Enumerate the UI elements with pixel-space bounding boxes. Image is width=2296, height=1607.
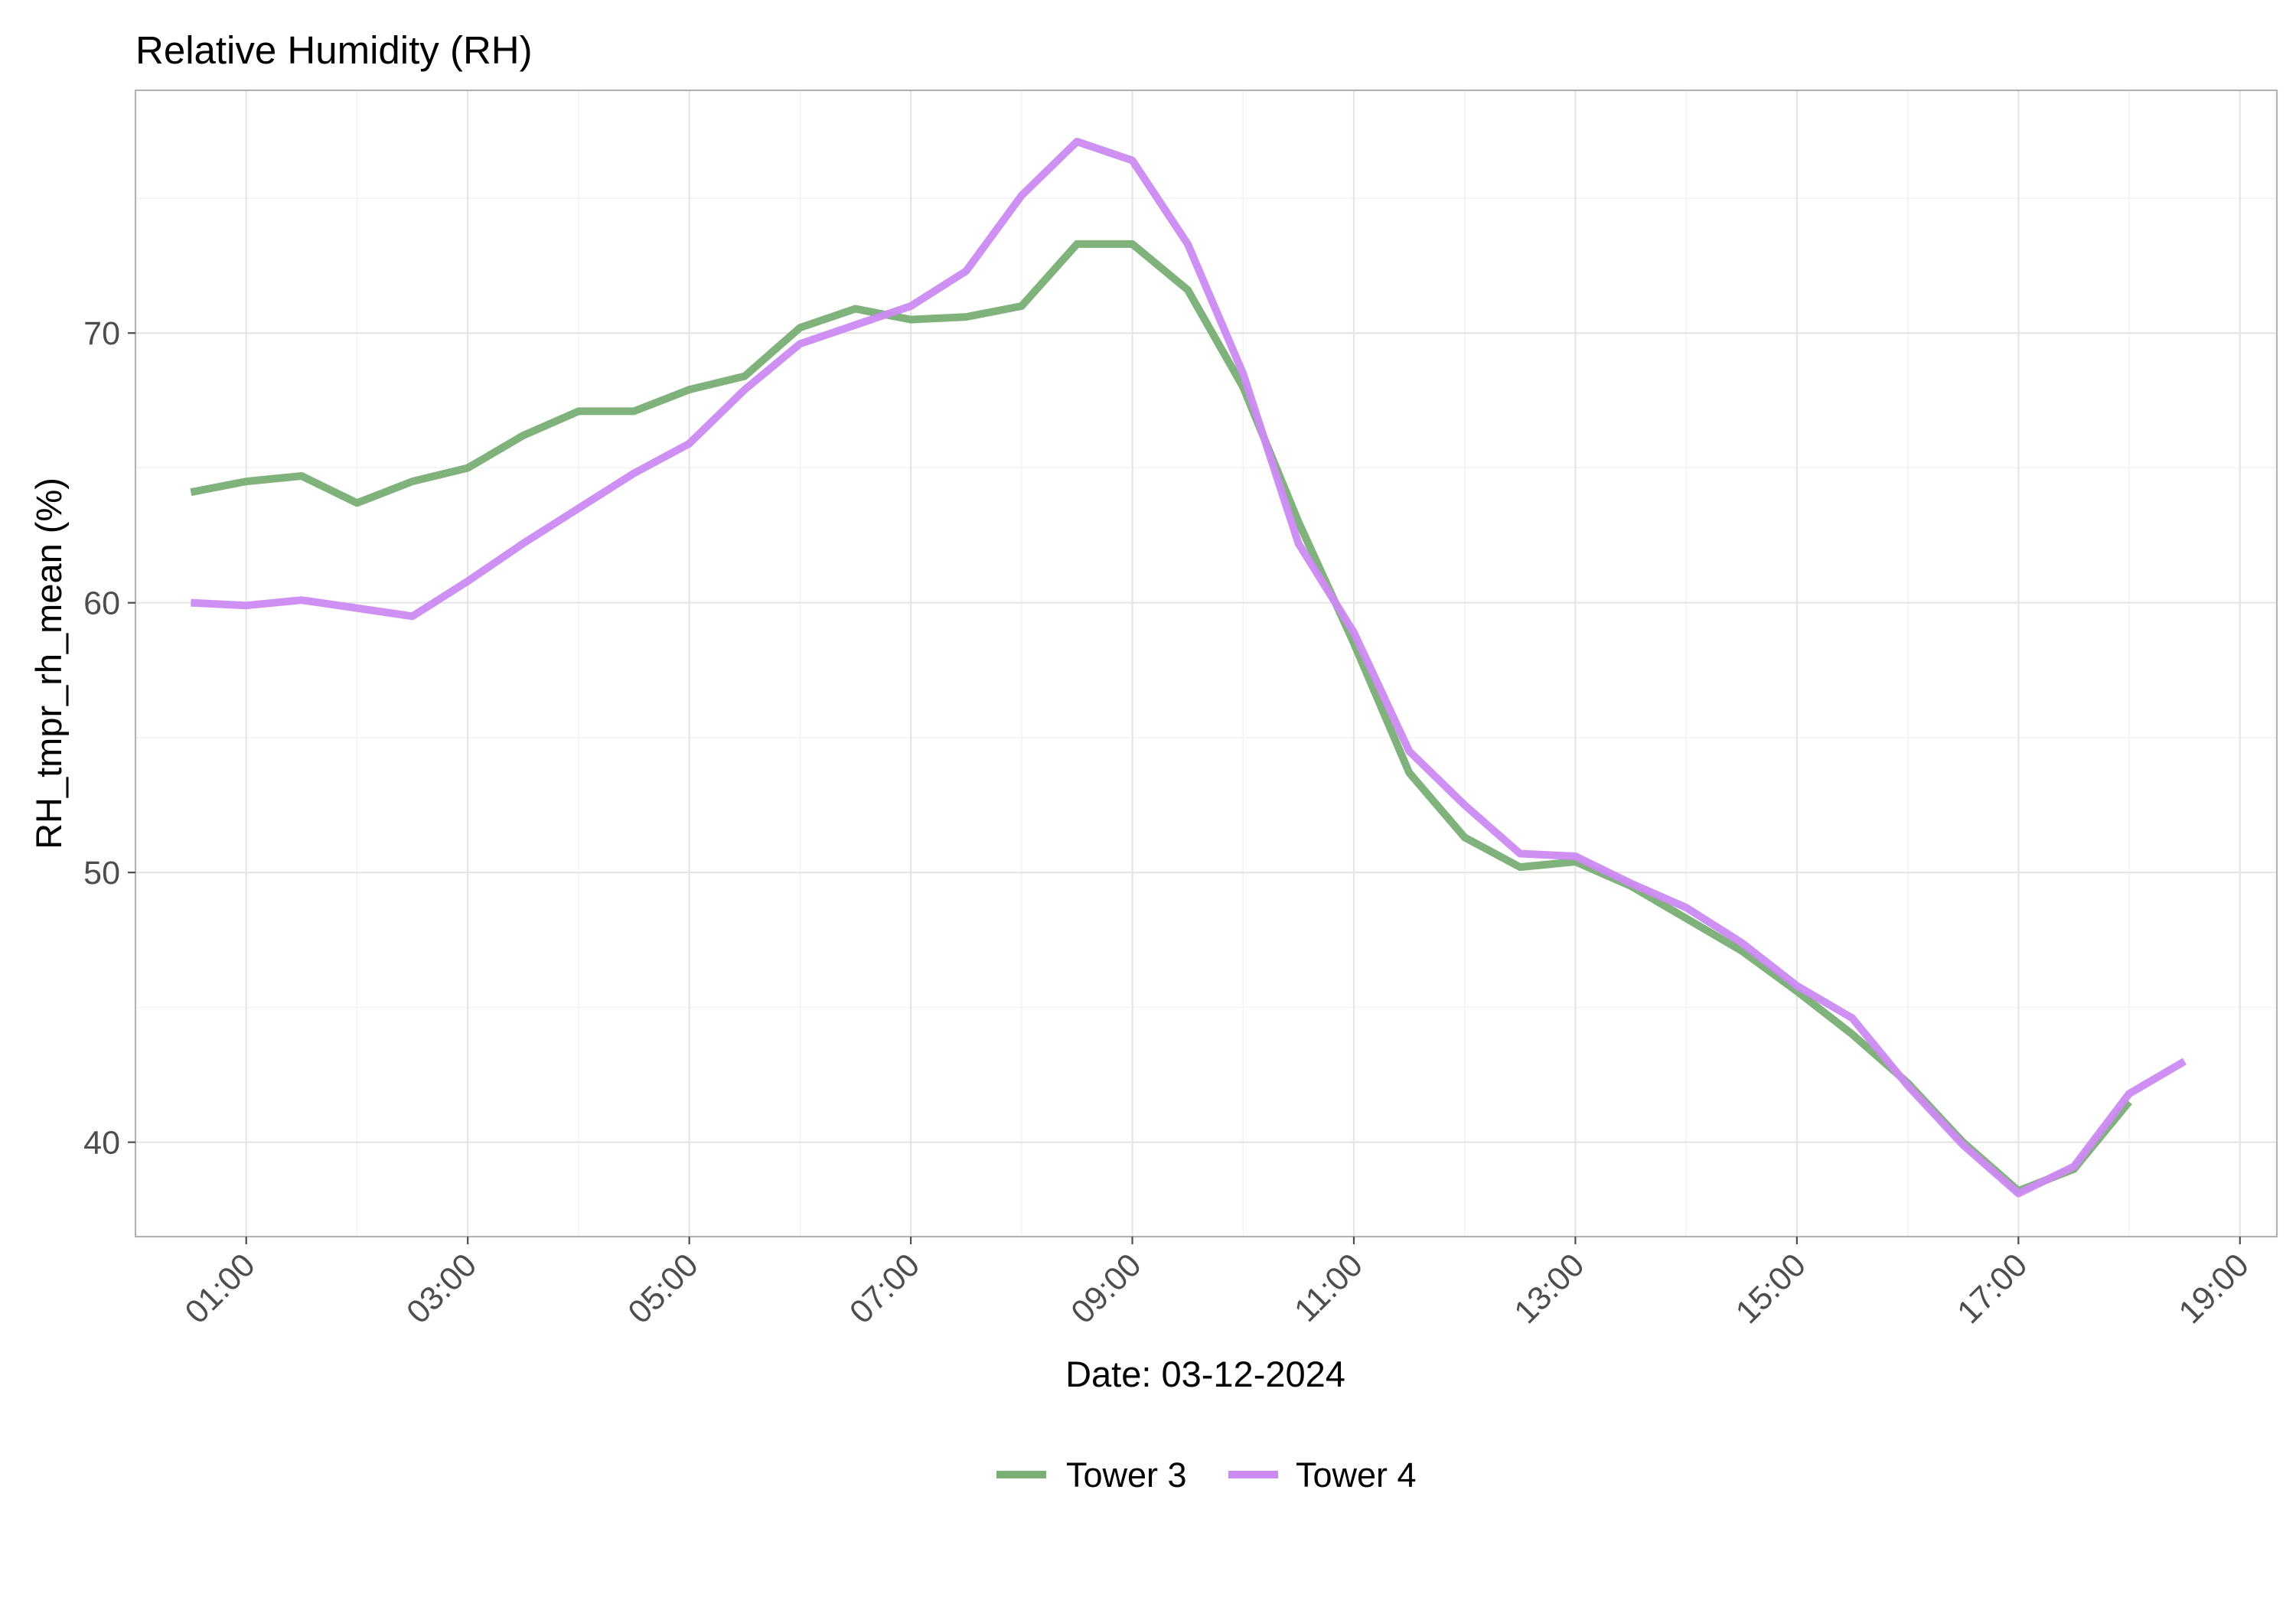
x-axis-title: Date: 03-12-2024 (1065, 1354, 1345, 1394)
legend-label-tower-4: Tower 4 (1296, 1455, 1417, 1495)
x-tick-label: 05:00 (621, 1247, 706, 1331)
y-tick-label: 40 (83, 1125, 120, 1162)
y-axis-title: RH_tmpr_rh_mean (%) (28, 478, 69, 849)
x-tick-label: 17:00 (1950, 1247, 2034, 1331)
y-axis: 40 50 60 70 (83, 315, 135, 1162)
major-gridlines (135, 90, 2277, 1237)
series-lines (190, 138, 2187, 1198)
chart-title: Relative Humidity (RH) (135, 28, 533, 72)
y-tick-label: 60 (83, 585, 120, 622)
x-axis: 01:00 03:00 05:00 07:00 09:00 11:00 13:00 15:00… (178, 1237, 2256, 1331)
y-tick-label: 50 (83, 855, 120, 892)
x-tick-label: 11:00 (1287, 1247, 1370, 1329)
series-line-tower-3 (190, 240, 2132, 1195)
x-tick-label: 07:00 (843, 1247, 927, 1331)
x-tick-label: 13:00 (1507, 1247, 1591, 1331)
plot-panel-border (134, 89, 2278, 1238)
x-tick-label: 15:00 (1729, 1247, 1813, 1331)
x-tick-label: 19:00 (2172, 1247, 2256, 1331)
series-line-tower-4 (191, 138, 2187, 1198)
minor-gridlines (135, 90, 2277, 1237)
x-tick-label: 09:00 (1065, 1247, 1149, 1331)
legend-label-tower-3: Tower 3 (1066, 1455, 1187, 1495)
x-tick-label: 03:00 (400, 1247, 484, 1331)
y-tick-label: 70 (83, 315, 120, 352)
x-tick-label: 01:00 (178, 1247, 263, 1331)
legend: Tower 3 Tower 4 (996, 1455, 1417, 1495)
